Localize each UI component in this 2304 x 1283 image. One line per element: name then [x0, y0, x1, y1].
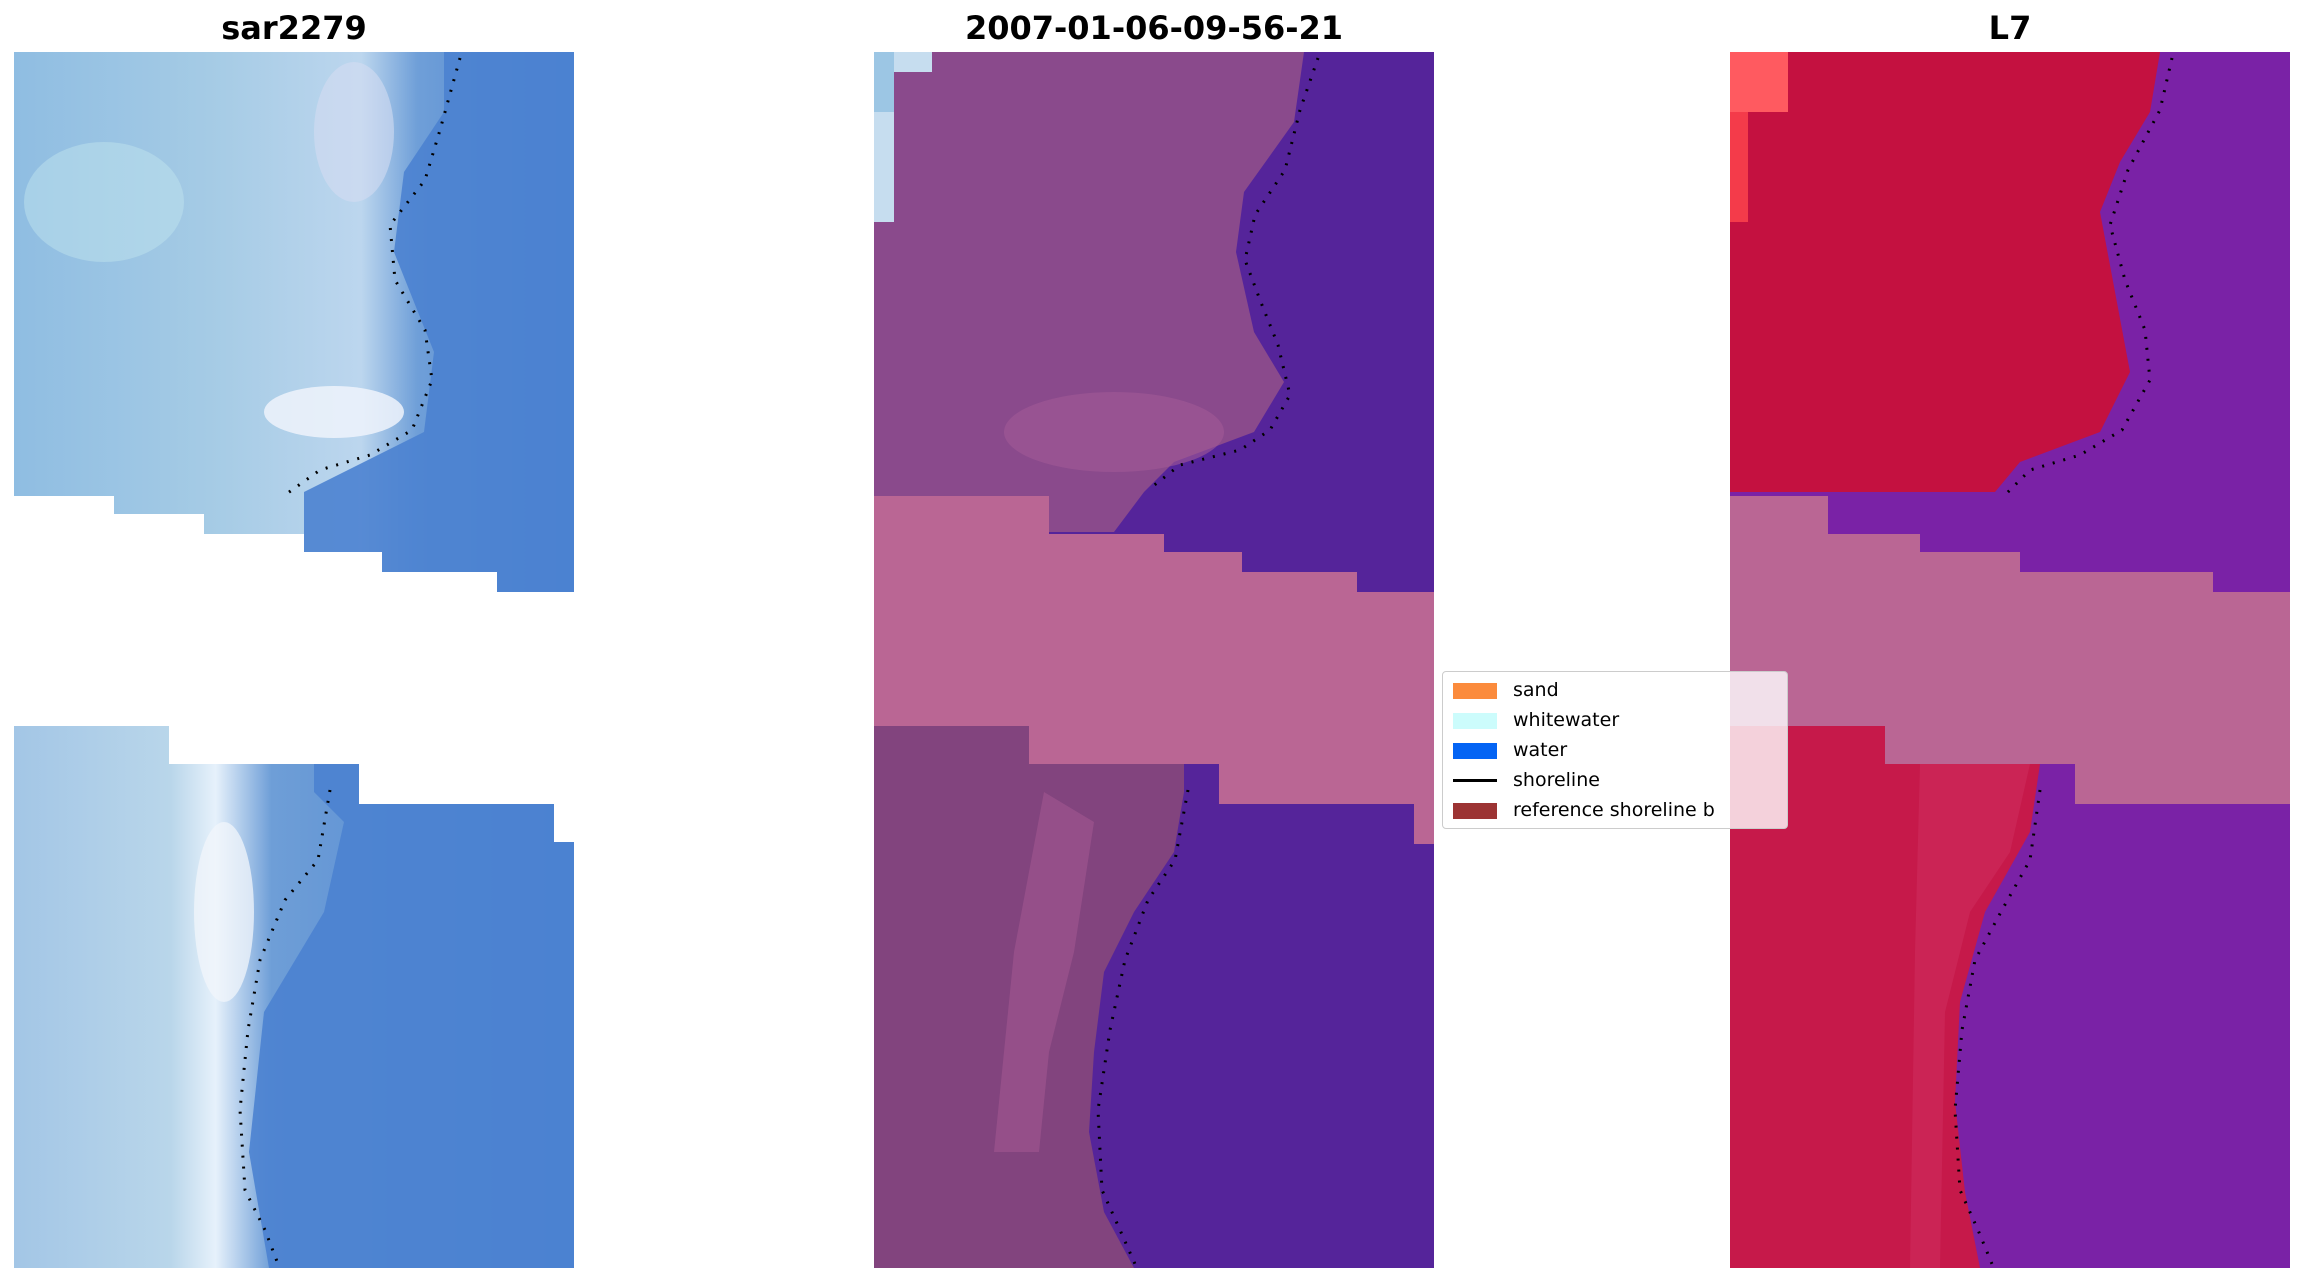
classified-image-panel: [874, 52, 1434, 1268]
legend-label-reference-shoreline: reference shoreline b: [1513, 799, 1715, 821]
rgb-image: [14, 52, 574, 1268]
reference-shoreline-swatch: [1453, 803, 1497, 819]
legend-label-sand: sand: [1513, 679, 1559, 701]
rgb-image-panel: [14, 52, 574, 1268]
water-swatch: [1453, 743, 1497, 759]
whitewater-swatch: [1453, 713, 1497, 729]
panel-title-sar2279: sar2279: [221, 9, 367, 47]
panel-title-date: 2007-01-06-09-56-21: [964, 9, 1344, 47]
no-data-band: [874, 496, 1434, 844]
shoreline-line-swatch: [1453, 779, 1497, 782]
index-no-data-band: [1730, 496, 2290, 804]
index-image-panel: [1730, 52, 2290, 1268]
index-image: [1730, 52, 2290, 1268]
index-land-top: [1730, 52, 2160, 492]
sand-swatch: [1453, 683, 1497, 699]
legend: sand whitewater water shoreline referenc…: [1442, 671, 1788, 829]
legend-label-whitewater: whitewater: [1513, 709, 1620, 731]
legend-label-water: water: [1513, 739, 1568, 761]
legend-label-shoreline: shoreline: [1513, 769, 1600, 791]
panel-title-l7: L7: [1988, 9, 2032, 47]
classified-image: [874, 52, 1434, 1268]
